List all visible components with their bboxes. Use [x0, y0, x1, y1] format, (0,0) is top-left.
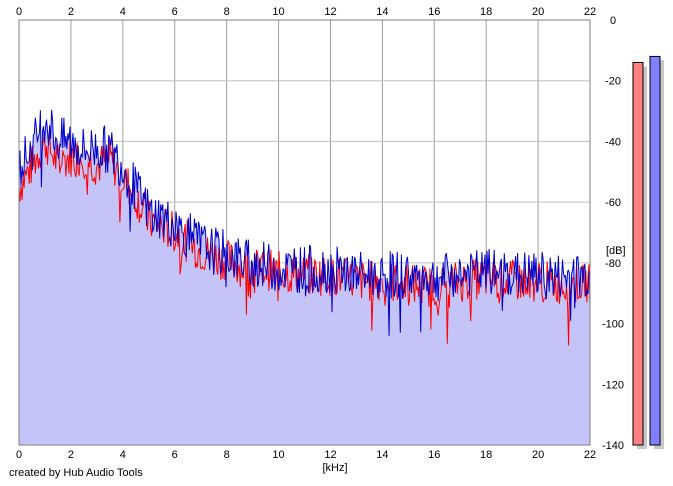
series-lines	[18, 109, 591, 346]
x-tick-label-bottom-7: 14	[376, 449, 388, 461]
y-tick-label-7: -140	[602, 440, 624, 452]
x-tick-label-top-1: 2	[68, 6, 74, 18]
credit-text: created by Hub Audio Tools	[9, 467, 143, 479]
x-tick-label-top-0: 0	[16, 6, 22, 18]
y-tick-label-4: -80	[605, 258, 621, 270]
x-tick-label-top-7: 14	[376, 6, 388, 18]
x-tick-label-top-2: 4	[120, 6, 126, 18]
x-tick-label-bottom-3: 6	[172, 449, 178, 461]
x-tick-label-top-8: 16	[428, 6, 440, 18]
level-meter-0	[632, 62, 644, 446]
x-tick-label-top-11: 22	[584, 6, 596, 18]
x-tick-label-bottom-4: 8	[224, 449, 230, 461]
level-meters	[632, 55, 664, 450]
series-line-1	[18, 109, 591, 336]
y-tick-label-3: -60	[605, 197, 621, 209]
x-tick-label-bottom-0: 0	[16, 449, 22, 461]
y-axis-label: [dB]	[606, 245, 626, 257]
y-tick-labels: 0 -20 -40 -60 -80 -100 -120 -140	[602, 15, 624, 452]
x-tick-label-bottom-2: 4	[120, 449, 126, 461]
x-tick-label-top-3: 6	[172, 6, 178, 18]
x-axis-label: [kHz]	[322, 462, 347, 474]
x-tick-label-top-10: 20	[532, 6, 544, 18]
x-tick-label-bottom-11: 22	[584, 449, 596, 461]
x-tick-label-bottom-1: 2	[68, 449, 74, 461]
y-tick-label-1: -20	[605, 76, 621, 88]
y-tick-label-6: -120	[602, 379, 624, 391]
y-tick-label-0: 0	[610, 15, 616, 27]
y-tick-label-5: -100	[602, 319, 624, 331]
plot-frame	[18, 19, 591, 446]
x-tick-label-bottom-10: 20	[532, 449, 544, 461]
x-tick-label-top-5: 10	[272, 6, 284, 18]
x-tick-label-bottom-9: 18	[480, 449, 492, 461]
x-tick-label-bottom-8: 16	[428, 449, 440, 461]
y-tick-label-2: -40	[605, 136, 621, 148]
level-meter-1	[649, 55, 661, 446]
x-tick-label-bottom-5: 10	[272, 449, 284, 461]
x-tick-label-top-4: 8	[224, 6, 230, 18]
x-tick-label-top-6: 12	[324, 6, 336, 18]
x-tick-label-bottom-6: 12	[324, 449, 336, 461]
x-tick-label-top-9: 18	[480, 6, 492, 18]
